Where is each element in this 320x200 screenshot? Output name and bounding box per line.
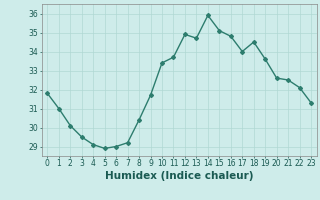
X-axis label: Humidex (Indice chaleur): Humidex (Indice chaleur): [105, 171, 253, 181]
